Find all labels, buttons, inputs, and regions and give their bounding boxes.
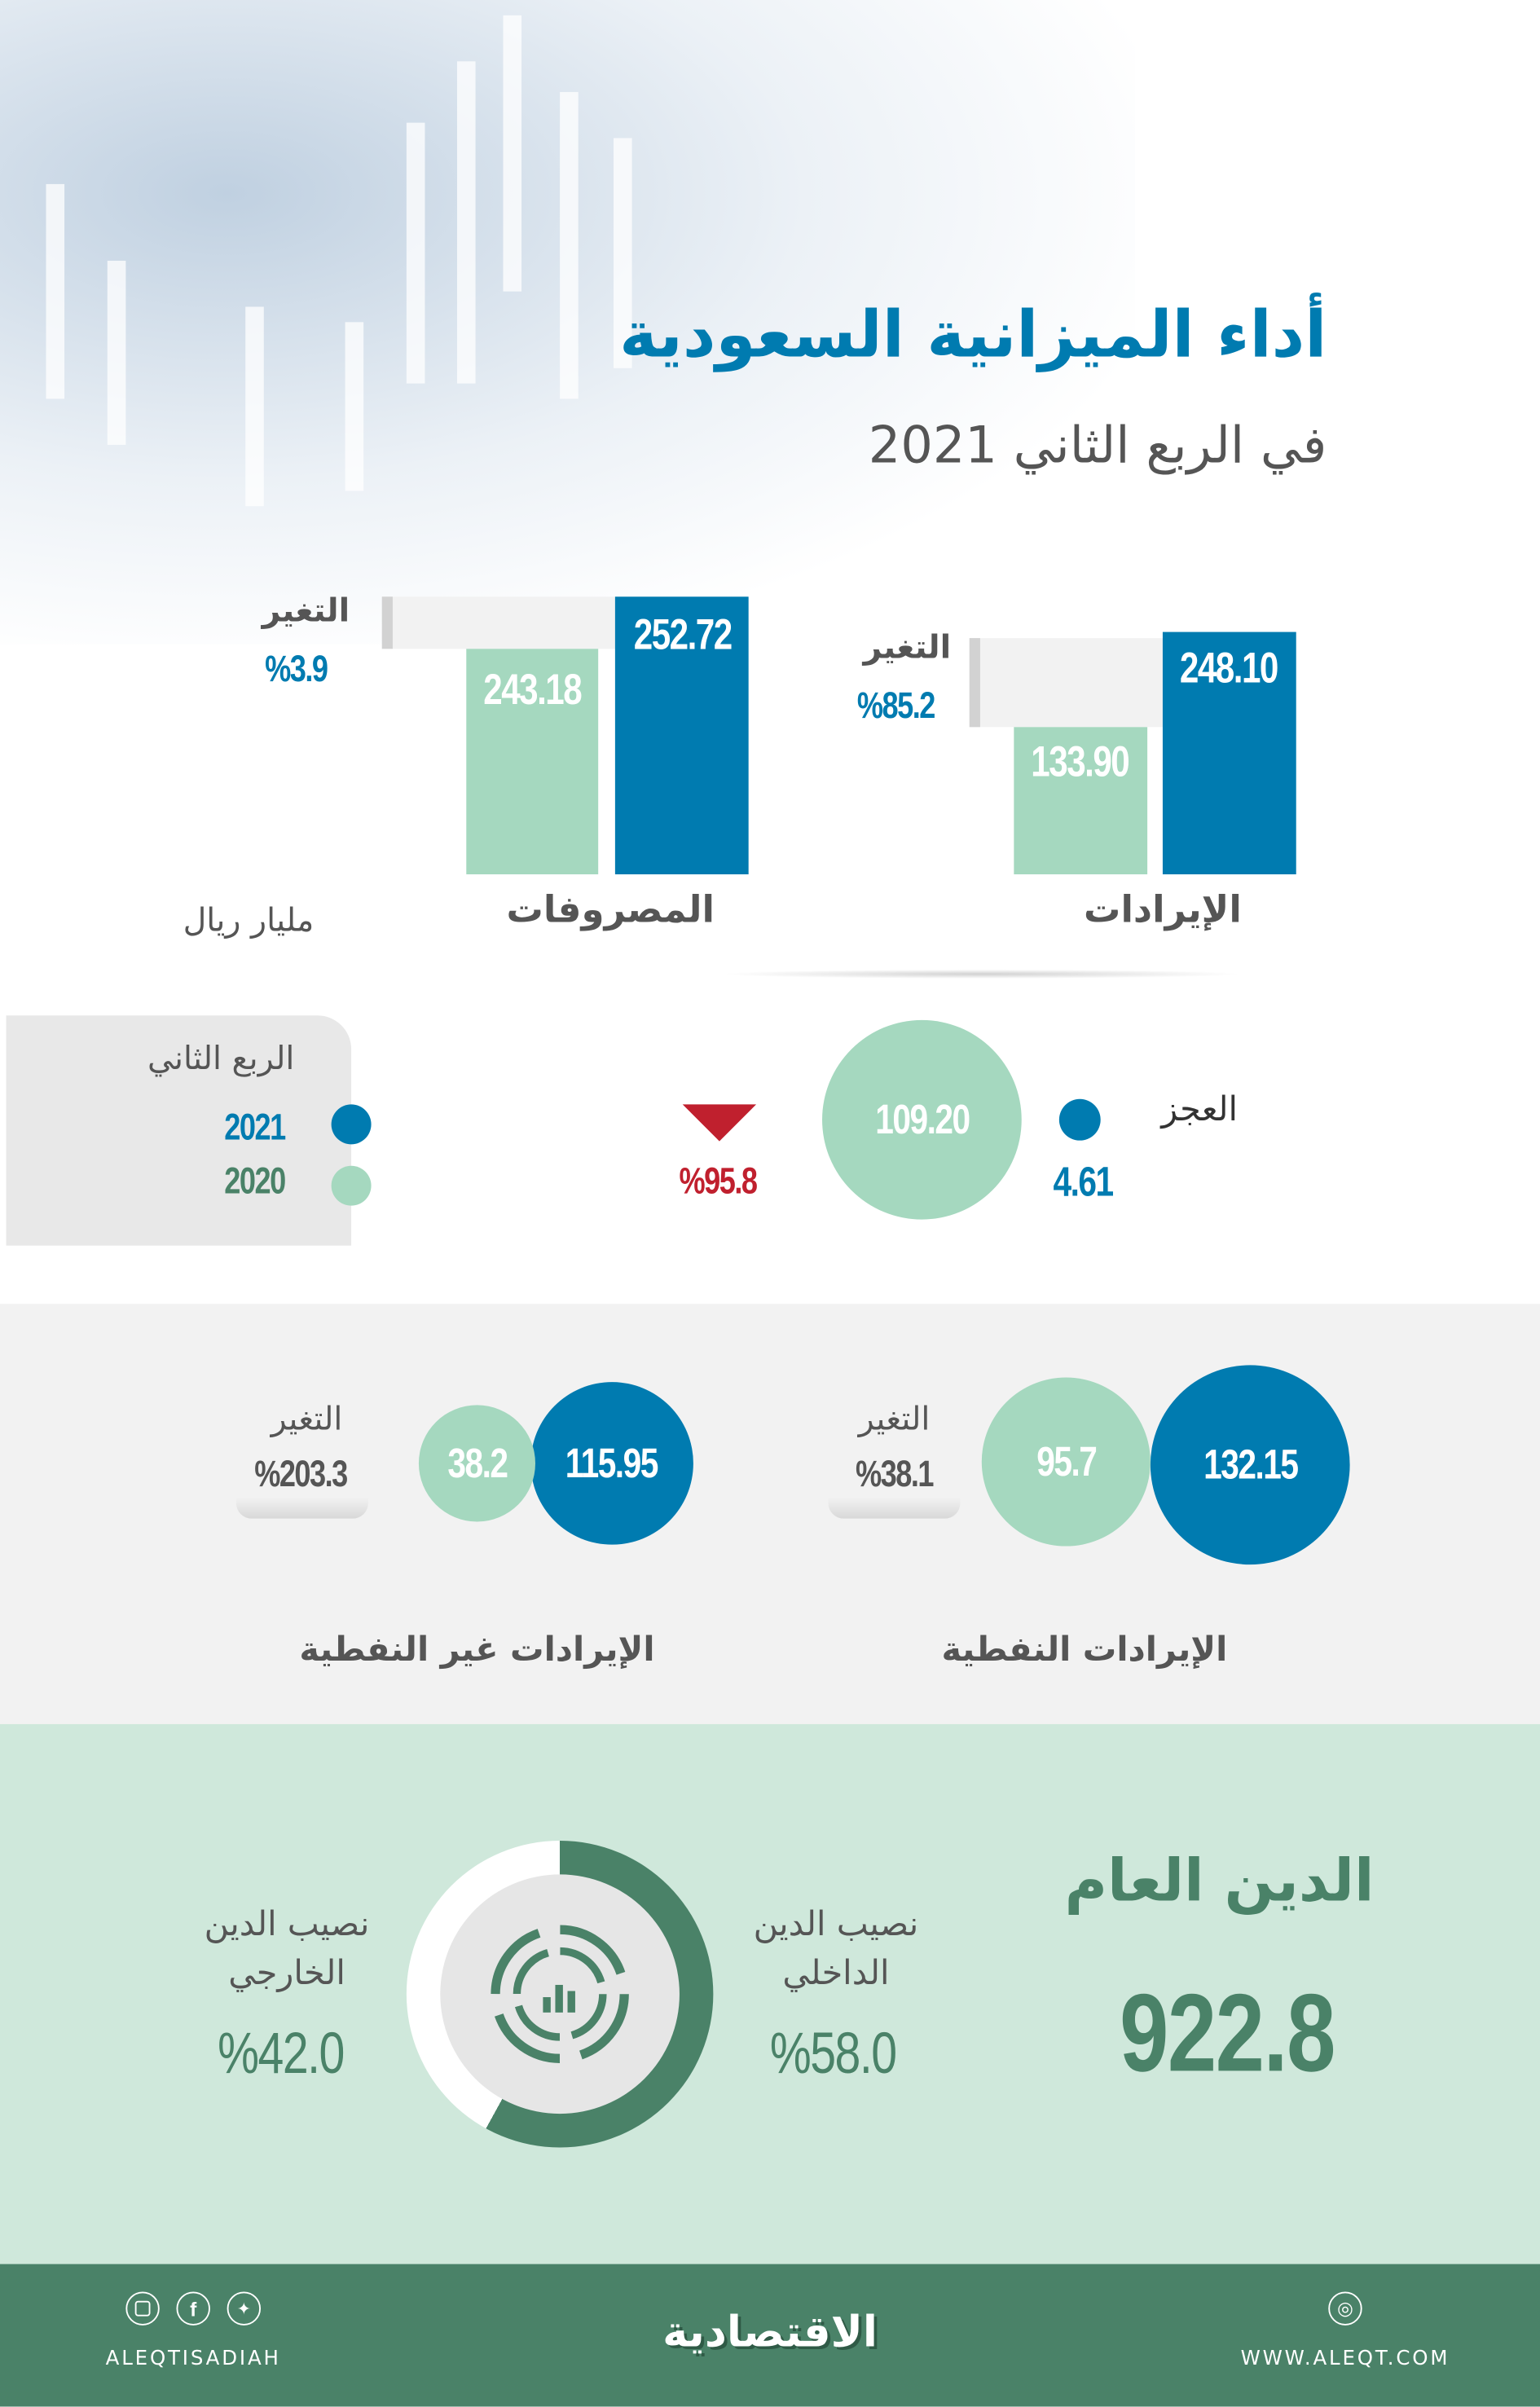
facebook-icon[interactable]: f: [176, 2291, 210, 2326]
expenses-value-2021: 252.72: [633, 610, 733, 658]
oil-change-label: التغير: [858, 1400, 931, 1437]
footer: [0, 2264, 1540, 2407]
page-title: أداء الميزانية السعودية: [619, 297, 1327, 372]
legend-label-2021: 2021: [224, 1107, 286, 1149]
revenue-value-2021: 248.10: [1179, 644, 1278, 693]
decrease-arrow-icon: [682, 1104, 757, 1142]
debt-total: 922.8: [1120, 1972, 1335, 2096]
expenses-change-value: %3.9: [265, 649, 328, 691]
non-oil-change-pill: [235, 1497, 368, 1519]
debt-title: الدين العام: [1064, 1846, 1375, 1915]
oil-change-value: %38.1: [856, 1454, 934, 1496]
revenue-change-box: [969, 638, 1163, 728]
non-oil-change-value: %203.3: [254, 1454, 348, 1496]
expenses-bar-2021: [614, 596, 749, 875]
deficit-value-2021: 4.61: [1053, 1159, 1114, 1205]
dribbble-icon[interactable]: ◎: [1328, 2291, 1362, 2326]
revenue-change-label: التغير: [863, 628, 952, 667]
oil-label: الإيرادات النفطية: [941, 1631, 1228, 1670]
donut-center: [440, 1874, 680, 2114]
deficit-circle-2020: 109.20: [822, 1019, 1022, 1220]
divider-shadow: [720, 969, 1243, 979]
external-debt-share: %42.0: [218, 2022, 345, 2088]
page-subtitle: في الربع الثاني 2021: [868, 415, 1327, 475]
twitter-icon[interactable]: ✦: [227, 2291, 262, 2326]
expenses-value-2020: 243.18: [483, 666, 582, 714]
revenue-change-value: %85.2: [856, 685, 935, 728]
oil-circle-2021: 132.15: [1150, 1365, 1350, 1565]
unit-label: مليار ريال: [183, 901, 315, 939]
debt-donut-chart: [406, 1841, 714, 2148]
deficit-value-2020: 109.20: [874, 1096, 970, 1142]
non-oil-value-2021: 115.95: [565, 1439, 660, 1486]
footer-handle[interactable]: ALEQTISADIAH: [105, 2348, 281, 2371]
expenses-bar-2020: [466, 649, 599, 875]
background-chart-image: [0, 0, 1136, 645]
oil-circle-2020: 95.7: [981, 1377, 1151, 1547]
legend-dot-2021: [331, 1104, 372, 1145]
deficit-dot-2021: [1058, 1098, 1101, 1141]
non-oil-change-label: التغير: [271, 1400, 343, 1437]
deficit-label: العجز: [1161, 1091, 1238, 1130]
public-debt-section: [0, 1723, 1540, 2264]
expenses-change-label: التغير: [262, 592, 350, 629]
expenses-label: المصروفات: [506, 887, 715, 931]
revenue-value-2020: 133.90: [1031, 737, 1129, 785]
legend-label-2020: 2020: [224, 1161, 286, 1203]
domestic-debt-share: %58.0: [769, 2022, 897, 2088]
oil-change-pill: [828, 1497, 961, 1519]
chart-target-icon: [491, 1925, 629, 2063]
deficit-change: %95.8: [679, 1161, 758, 1203]
non-oil-label: الإيرادات غير النفطية: [299, 1631, 655, 1670]
instagram-icon[interactable]: [125, 2291, 160, 2326]
external-debt-label-2: الخارجي: [228, 1955, 345, 1994]
expenses-change-box: [381, 596, 615, 649]
revenue-label: الإيرادات: [1084, 887, 1242, 931]
aleqtisadiah-logo: الاقتصادية: [662, 2306, 878, 2357]
non-oil-circle-2020: 38.2: [418, 1405, 535, 1522]
non-oil-circle-2021: 115.95: [530, 1382, 693, 1545]
legend-dot-2020: [331, 1165, 372, 1206]
website-link[interactable]: WWW.ALEQT.COM: [1240, 2348, 1450, 2371]
legend-title: الربع الثاني: [147, 1040, 295, 1077]
revenue-bar-2021: [1162, 631, 1296, 875]
non-oil-value-2020: 38.2: [447, 1439, 508, 1486]
oil-value-2020: 95.7: [1036, 1437, 1098, 1485]
domestic-debt-label-1: نصيب الدين: [753, 1906, 919, 1945]
oil-value-2021: 132.15: [1203, 1441, 1299, 1488]
revenue-bar-2020: [1014, 727, 1148, 875]
external-debt-label-1: نصيب الدين: [204, 1906, 370, 1945]
domestic-debt-label-2: الداخلي: [782, 1955, 890, 1994]
legend-box: [6, 1015, 352, 1246]
